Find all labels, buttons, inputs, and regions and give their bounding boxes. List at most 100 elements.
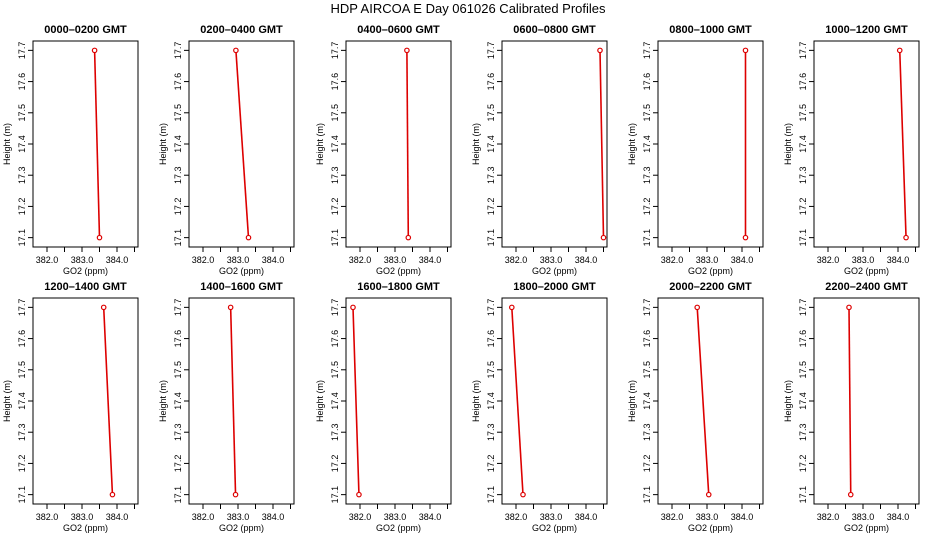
y-tick-label: 17.7 bbox=[330, 42, 340, 60]
y-tick-label: 17.5 bbox=[486, 361, 496, 379]
x-tick-label: 384.0 bbox=[106, 255, 129, 265]
data-point bbox=[846, 304, 852, 311]
y-axis-label: Height (m) bbox=[627, 380, 637, 422]
y-tick-label: 17.6 bbox=[173, 73, 183, 91]
data-point bbox=[233, 47, 239, 54]
plot-frame bbox=[32, 40, 139, 248]
x-axis-label: GO2 (ppm) bbox=[219, 523, 264, 533]
y-tick-label: 17.3 bbox=[173, 423, 183, 441]
data-point bbox=[96, 234, 103, 241]
panel-title: 0800–1000 GMT bbox=[669, 24, 752, 36]
x-tick-label: 382.0 bbox=[505, 255, 528, 265]
y-tick-label: 17.5 bbox=[173, 361, 183, 379]
panel-10: 1800–2000 GMT 382.0 383.0 384.0 17.1 17.2 17.3… bbox=[471, 281, 608, 533]
y-tick-label: 17.3 bbox=[17, 166, 27, 184]
x-tick-label: 384.0 bbox=[106, 512, 129, 522]
y-tick-label: 17.3 bbox=[642, 423, 652, 441]
y-tick-label: 17.1 bbox=[642, 486, 652, 504]
y-axis-label: Height (m) bbox=[471, 123, 481, 165]
data-point bbox=[705, 491, 712, 498]
profile-line bbox=[93, 50, 101, 238]
y-tick-label: 17.1 bbox=[798, 229, 808, 247]
x-tick-label: 384.0 bbox=[731, 255, 754, 265]
data-point bbox=[600, 234, 607, 241]
panel-title: 1800–2000 GMT bbox=[513, 281, 596, 293]
data-point bbox=[742, 234, 749, 241]
panel-title: 0000–0200 GMT bbox=[44, 24, 127, 36]
x-tick-label: 384.0 bbox=[887, 512, 910, 522]
y-axis-label: Height (m) bbox=[783, 123, 793, 165]
x-tick-label: 384.0 bbox=[731, 512, 754, 522]
y-tick-label: 17.1 bbox=[173, 486, 183, 504]
y-tick-label: 17.2 bbox=[17, 198, 27, 216]
x-tick-label: 384.0 bbox=[419, 512, 442, 522]
y-tick-label: 17.1 bbox=[486, 486, 496, 504]
y-tick-label: 17.7 bbox=[642, 299, 652, 317]
y-tick-label: 17.4 bbox=[330, 135, 340, 153]
data-point bbox=[903, 234, 909, 241]
x-tick-label: 382.0 bbox=[505, 512, 528, 522]
x-tick-label: 384.0 bbox=[575, 512, 598, 522]
data-point bbox=[847, 491, 854, 498]
y-tick-label: 17.6 bbox=[173, 330, 183, 348]
y-tick-label: 17.2 bbox=[173, 455, 183, 473]
x-tick-label: 384.0 bbox=[575, 255, 598, 265]
y-tick-label: 17.3 bbox=[798, 166, 808, 184]
panel-2: 0200–0400 GMT 382.0 383.0 384.0 17.1 17.2 17.3… bbox=[158, 24, 295, 276]
y-tick-label: 17.7 bbox=[642, 42, 652, 60]
x-tick-label: 383.0 bbox=[227, 512, 250, 522]
data-point bbox=[508, 304, 515, 311]
panel-12: 2200–2400 GMT 382.0 383.0 384.0 17.1 17.2 17.3… bbox=[783, 281, 920, 533]
panel-3: 0400–0600 GMT 382.0 383.0 384.0 17.1 17.2 17.3… bbox=[315, 24, 452, 276]
y-axis-label: Height (m) bbox=[2, 123, 12, 165]
profile-line bbox=[406, 50, 410, 238]
y-axis-label: Height (m) bbox=[471, 380, 481, 422]
y-tick-label: 17.7 bbox=[173, 299, 183, 317]
y-tick-label: 17.7 bbox=[798, 299, 808, 317]
y-tick-label: 17.7 bbox=[486, 299, 496, 317]
plot-frame bbox=[657, 40, 764, 248]
y-tick-label: 17.5 bbox=[330, 104, 340, 122]
y-tick-label: 17.7 bbox=[486, 42, 496, 60]
profile-line bbox=[599, 50, 605, 238]
profile-line bbox=[696, 307, 710, 495]
x-tick-label: 383.0 bbox=[696, 255, 719, 265]
x-tick-label: 382.0 bbox=[349, 512, 372, 522]
profile-line bbox=[352, 307, 360, 495]
x-axis-label: GO2 (ppm) bbox=[219, 266, 264, 276]
y-tick-label: 17.6 bbox=[486, 330, 496, 348]
panel-1: 0000–0200 GMT 382.0 383.0 384.0 17.1 17.2 17.3… bbox=[2, 24, 139, 276]
y-tick-label: 17.2 bbox=[486, 198, 496, 216]
y-tick-label: 17.2 bbox=[642, 198, 652, 216]
x-tick-label: 382.0 bbox=[192, 255, 215, 265]
plot-frame bbox=[188, 297, 295, 505]
data-point bbox=[100, 304, 107, 311]
x-tick-label: 382.0 bbox=[817, 255, 840, 265]
y-tick-label: 17.6 bbox=[486, 73, 496, 91]
x-tick-label: 382.0 bbox=[661, 255, 684, 265]
data-point bbox=[227, 304, 234, 311]
y-tick-label: 17.6 bbox=[642, 73, 652, 91]
profile-line bbox=[102, 307, 114, 495]
y-tick-label: 17.7 bbox=[17, 299, 27, 317]
y-axis-label: Height (m) bbox=[158, 380, 168, 422]
y-tick-label: 17.5 bbox=[17, 104, 27, 122]
x-tick-label: 384.0 bbox=[419, 255, 442, 265]
panel-9: 1600–1800 GMT 382.0 383.0 384.0 17.1 17.2 17.3… bbox=[315, 281, 452, 533]
y-tick-label: 17.3 bbox=[330, 166, 340, 184]
panel-6: 1000–1200 GMT 382.0 383.0 384.0 17.1 17.2 17.3… bbox=[783, 24, 920, 276]
x-tick-label: 383.0 bbox=[384, 512, 407, 522]
x-tick-label: 383.0 bbox=[540, 512, 563, 522]
data-point bbox=[356, 491, 362, 498]
y-tick-label: 17.5 bbox=[642, 361, 652, 379]
profile-line bbox=[898, 50, 907, 238]
data-point bbox=[350, 304, 356, 311]
y-tick-label: 17.4 bbox=[798, 135, 808, 153]
y-tick-label: 17.4 bbox=[798, 392, 808, 410]
x-tick-label: 384.0 bbox=[887, 255, 910, 265]
panel-11: 2000–2200 GMT 382.0 383.0 384.0 17.1 17.2 17.3… bbox=[627, 281, 764, 533]
plot-frame bbox=[345, 297, 452, 505]
panel-title: 1600–1800 GMT bbox=[357, 281, 440, 293]
profile-line bbox=[511, 307, 524, 495]
x-tick-label: 383.0 bbox=[384, 255, 407, 265]
